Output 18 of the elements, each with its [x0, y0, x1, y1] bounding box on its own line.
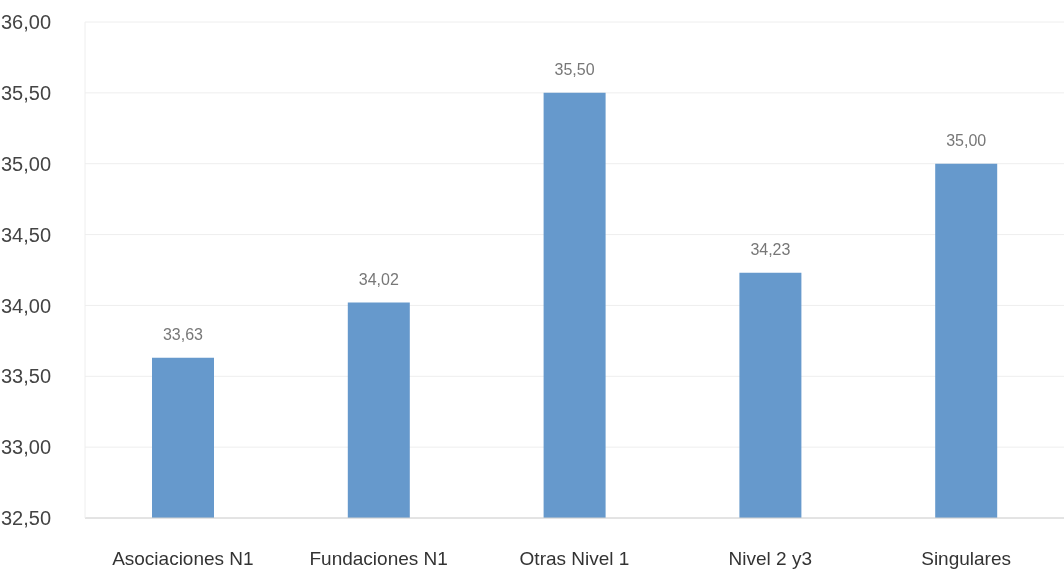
- x-tick-label: Otras Nivel 1: [519, 548, 630, 570]
- y-tick-label: 33,50: [1, 365, 52, 388]
- data-label: 34,23: [750, 240, 791, 258]
- y-tick-label: 35,00: [1, 152, 52, 175]
- data-label: 35,50: [554, 60, 595, 78]
- x-tick-label: Fundaciones N1: [309, 548, 448, 570]
- x-tick-label: Nivel 2 y3: [728, 548, 813, 570]
- y-tick-label: 36,00: [1, 11, 52, 34]
- y-tick-label: 32,50: [1, 507, 52, 530]
- x-tick-label: Singulares: [921, 548, 1011, 570]
- data-label: 33,63: [162, 325, 204, 343]
- y-tick-label: 34,00: [1, 294, 52, 317]
- y-tick-label: 34,50: [1, 223, 52, 246]
- data-label: 35,00: [946, 131, 987, 149]
- y-tick-label: 35,50: [1, 81, 52, 104]
- data-label: 34,02: [358, 270, 399, 288]
- y-tick-label: 33,00: [1, 436, 52, 459]
- x-tick-label: Asociaciones N1: [112, 548, 254, 570]
